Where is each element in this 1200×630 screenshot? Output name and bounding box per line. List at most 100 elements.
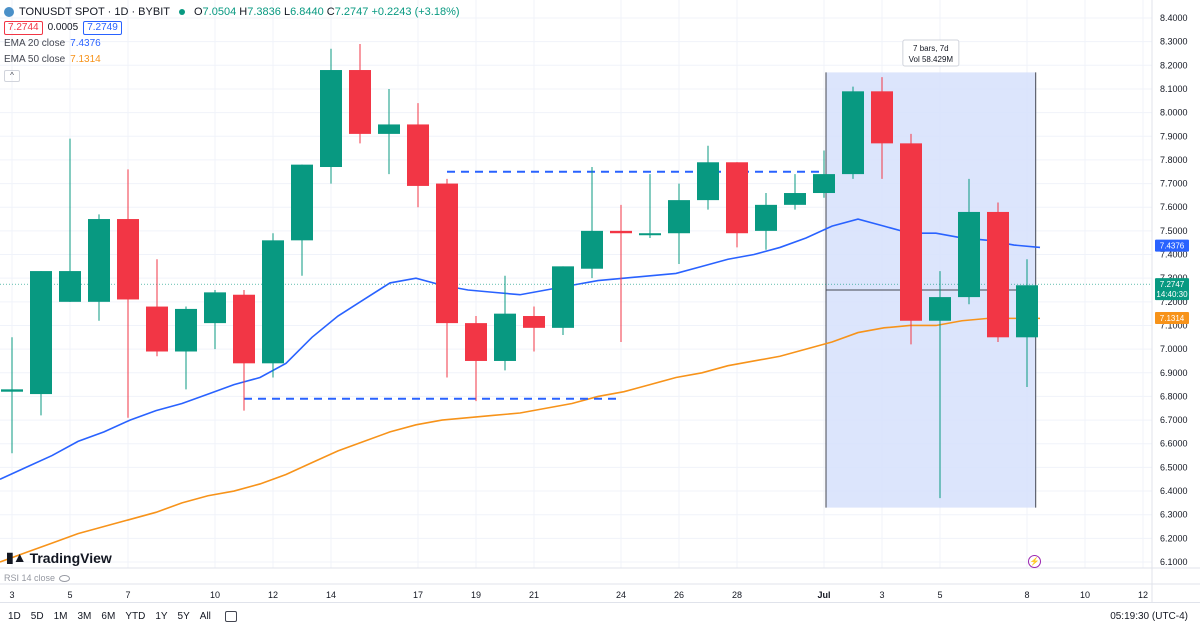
ema50-value: 7.1314 xyxy=(70,54,101,65)
y-tick-label: 7.6000 xyxy=(1160,202,1188,212)
date-range-icon[interactable] xyxy=(224,611,237,622)
buy-price-button[interactable]: 7.2749 xyxy=(83,21,122,35)
candle-body xyxy=(349,70,371,134)
y-tick-label: 7.7000 xyxy=(1160,179,1188,189)
y-tick-label: 6.6000 xyxy=(1160,439,1188,449)
close-label: C xyxy=(326,6,335,18)
x-tick-label: 3 xyxy=(9,590,14,600)
candle-body xyxy=(958,211,980,298)
y-tick-label: 7.9000 xyxy=(1160,131,1188,141)
candle-body xyxy=(146,306,168,352)
x-tick-label: 19 xyxy=(471,590,481,600)
ema50-name: EMA 50 close xyxy=(4,54,66,65)
candle-body xyxy=(88,219,110,302)
period-5y-button[interactable]: 5Y xyxy=(177,611,190,622)
low-value: 6.8440 xyxy=(290,6,324,18)
candle-body xyxy=(726,162,748,234)
candle-body xyxy=(291,164,313,241)
current-price-tag-text: 7.2747 xyxy=(1160,280,1185,289)
candle-body xyxy=(494,313,516,361)
candle-body xyxy=(262,240,284,364)
axes: 8.4000 8.3000 8.2000 8.1000 8.0000 7.9000 7.80… xyxy=(0,0,1200,602)
period-1y-button[interactable]: 1Y xyxy=(155,611,168,622)
candle-body xyxy=(407,124,429,186)
candle-body xyxy=(784,193,806,205)
y-tick-label: 7.8000 xyxy=(1160,155,1188,165)
y-tick-label: 8.3000 xyxy=(1160,37,1188,47)
change-value: +0.2243 (+3.18%) xyxy=(371,6,460,18)
candle-body xyxy=(610,230,632,234)
y-tick-label: 8.0000 xyxy=(1160,108,1188,118)
period-1m-button[interactable]: 1M xyxy=(53,611,68,622)
candle-body xyxy=(320,70,342,168)
period-6m-button[interactable]: 6M xyxy=(101,611,116,622)
y-tick-label: 7.4000 xyxy=(1160,250,1188,260)
candle-body xyxy=(900,143,922,321)
candle-body xyxy=(1016,285,1038,338)
open-value: 7.0504 xyxy=(202,6,237,18)
rsi-pane-label[interactable]: RSI 14 close xyxy=(4,573,71,583)
candle-body xyxy=(436,183,458,324)
x-tick-label: 14 xyxy=(326,590,336,600)
candle-body xyxy=(929,297,951,321)
x-tick-label: 26 xyxy=(674,590,684,600)
y-tick-label: 6.8000 xyxy=(1160,391,1188,401)
title-row: TONUSDT SPOT · 1D · BYBIT O7.0504 H7.383… xyxy=(4,4,460,20)
y-tick-label: 6.9000 xyxy=(1160,368,1188,378)
period-ytd-button[interactable]: YTD xyxy=(125,611,146,622)
candle-body xyxy=(1,389,23,392)
candle-body xyxy=(697,162,719,201)
candle-body xyxy=(117,219,139,300)
brand-name: TradingView xyxy=(29,549,112,566)
measure-vol-text: Vol 58.429M xyxy=(909,55,954,64)
tradingview-mark-icon: ▮▲ xyxy=(6,549,27,565)
ema20-line xyxy=(0,218,1041,480)
y-tick-label: 8.4000 xyxy=(1160,13,1188,23)
symbol-title[interactable]: TONUSDT SPOT · 1D · BYBIT xyxy=(19,6,170,18)
x-tick-label: 24 xyxy=(616,590,626,600)
current-price-tag xyxy=(1155,278,1189,301)
candle-body xyxy=(523,316,545,328)
period-3m-button[interactable]: 3M xyxy=(77,611,92,622)
x-tick-label: 5 xyxy=(67,590,72,600)
y-tick-label: 6.4000 xyxy=(1160,486,1188,496)
y-tick-label: 6.2000 xyxy=(1160,533,1188,543)
sell-price-button[interactable]: 7.2744 xyxy=(4,21,43,35)
period-all-button[interactable]: All xyxy=(199,611,211,622)
y-tick-label: 8.2000 xyxy=(1160,60,1188,70)
period-5d-button[interactable]: 5D xyxy=(30,611,44,622)
period-1d-button[interactable]: 1D xyxy=(8,611,21,622)
candle-body xyxy=(175,308,197,352)
ema20-name: EMA 20 close xyxy=(4,38,66,49)
ema50-price-tag xyxy=(1155,312,1189,325)
candle-body xyxy=(871,91,893,144)
candle-body xyxy=(378,124,400,134)
x-tick-label: 28 xyxy=(732,590,742,600)
candles xyxy=(1,44,1038,499)
y-tick-label: 8.1000 xyxy=(1160,84,1188,94)
spread-value: 0.0005 xyxy=(47,22,79,33)
ohlc-values: O7.0504 H7.3836 L6.8440 C7.2747 +0.2243 … xyxy=(194,5,460,19)
y-tick-label: 6.3000 xyxy=(1160,510,1188,520)
ema20-price-tag-text: 7.4376 xyxy=(1160,242,1185,251)
candle-body xyxy=(465,323,487,361)
high-value: 7.3836 xyxy=(247,6,281,18)
x-tick-label: 10 xyxy=(1080,590,1090,600)
y-tick-label: 6.7000 xyxy=(1160,415,1188,425)
candle-body xyxy=(813,174,835,194)
horizontal-levels xyxy=(244,170,824,400)
candle-body xyxy=(552,266,574,328)
eye-icon[interactable] xyxy=(59,574,71,582)
collapse-legend-button[interactable]: ^ xyxy=(4,70,20,82)
flash-icon[interactable]: ⚡ xyxy=(1028,555,1041,568)
ema50-legend[interactable]: EMA 50 close 7.1314 xyxy=(4,52,460,68)
measure-bars-text: 7 bars, 7d xyxy=(913,44,949,53)
ema20-legend[interactable]: EMA 20 close 7.4376 xyxy=(4,36,460,52)
y-tick-label: 7.1000 xyxy=(1160,320,1188,330)
bottom-toolbar: 1D 5D 1M 3M 6M YTD 1Y 5Y All 05:19:30 (U… xyxy=(0,602,1200,630)
collapse-row: ^ xyxy=(4,68,460,84)
clock[interactable]: 05:19:30 (UTC-4) xyxy=(1110,611,1188,622)
tradingview-logo[interactable]: ▮▲ TradingView xyxy=(6,549,112,566)
x-tick-label: 3 xyxy=(879,590,884,600)
